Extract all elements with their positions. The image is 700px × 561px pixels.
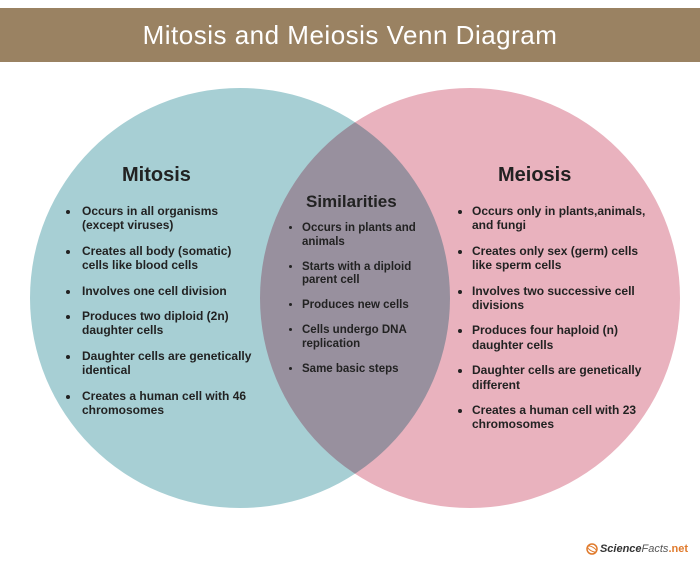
heading-meiosis: Meiosis [498, 164, 571, 187]
list-item: Creates a human cell with 23 chromosomes [472, 403, 657, 432]
list-item: Daughter cells are genetically identical [80, 349, 260, 378]
list-similarities: Occurs in plants and animals Starts with … [302, 222, 420, 387]
list-item: Occurs in plants and animals [302, 222, 420, 250]
list-item: Same basic steps [302, 363, 420, 377]
list-meiosis: Occurs only in plants,animals, and fungi… [472, 204, 657, 443]
list-item: Cells undergo DNA replication [302, 324, 420, 352]
attribution: ScienceFacts.net [586, 543, 688, 555]
list-mitosis: Occurs in all organisms (except viruses)… [80, 204, 260, 428]
attribution-brand-prefix: Science [600, 543, 642, 555]
list-item: Occurs in all organisms (except viruses) [80, 204, 260, 233]
list-item: Creates all body (somatic) cells like bl… [80, 244, 260, 273]
heading-similarities: Similarities [306, 192, 397, 212]
list-item: Involves one cell division [80, 284, 260, 298]
list-item: Creates only sex (germ) cells like sperm… [472, 244, 657, 273]
list-item: Occurs only in plants,animals, and fungi [472, 204, 657, 233]
list-item: Produces new cells [302, 299, 420, 313]
title-bar: Mitosis and Meiosis Venn Diagram [0, 8, 700, 62]
venn-diagram: Mitosis Similarities Meiosis Occurs in a… [0, 70, 700, 540]
list-item: Involves two successive cell divisions [472, 284, 657, 313]
heading-mitosis: Mitosis [122, 164, 191, 187]
list-item: Daughter cells are genetically different [472, 363, 657, 392]
attribution-tld: .net [668, 543, 688, 555]
list-item: Produces two diploid (2n) daughter cells [80, 309, 260, 338]
list-item: Starts with a diploid parent cell [302, 261, 420, 289]
list-item: Creates a human cell with 46 chromosomes [80, 389, 260, 418]
logo-icon [586, 543, 598, 555]
list-item: Produces four haploid (n) daughter cells [472, 323, 657, 352]
page-title: Mitosis and Meiosis Venn Diagram [143, 20, 558, 51]
attribution-brand-suffix: Facts [642, 543, 669, 555]
